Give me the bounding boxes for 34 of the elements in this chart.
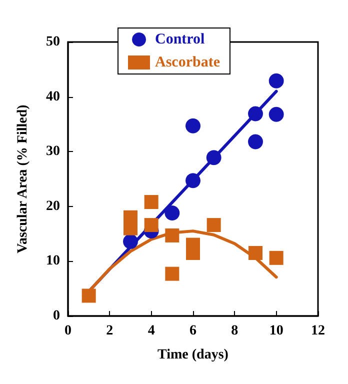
point [144, 218, 158, 232]
x-tick-label: 6 [190, 324, 196, 338]
y-tick-label: 30 [46, 144, 60, 160]
y-tick-label: 20 [46, 198, 60, 214]
point [82, 288, 96, 303]
point [164, 205, 180, 220]
point [165, 266, 180, 281]
point [268, 106, 284, 122]
point [248, 134, 263, 150]
point [123, 234, 138, 249]
x-tick-label: 12 [311, 324, 325, 338]
point [186, 173, 200, 188]
point [248, 246, 262, 260]
point [206, 218, 221, 232]
x-axis-title: Time (days) [158, 348, 229, 362]
y-tick-label: 10 [46, 254, 60, 269]
x-tick-label: 4 [148, 324, 155, 338]
x-tick-label: 8 [231, 324, 238, 338]
point [186, 118, 200, 134]
point [165, 228, 180, 242]
point [206, 150, 222, 166]
y-tick-label: 40 [46, 89, 60, 104]
legend-label: Ascorbate [155, 54, 220, 70]
legend-label: Control [155, 32, 205, 48]
y-axis-title: Vascular Area (% Filled) [16, 104, 30, 254]
x-tick-label: 2 [106, 324, 114, 338]
y-tick-label: 50 [46, 34, 60, 50]
point [269, 250, 284, 265]
y-tick-label: 0 [53, 308, 60, 324]
point [248, 106, 263, 122]
point [268, 73, 284, 88]
x-tick-label: 0 [64, 324, 72, 338]
point [144, 195, 158, 210]
x-tick-label: 10 [269, 324, 284, 338]
